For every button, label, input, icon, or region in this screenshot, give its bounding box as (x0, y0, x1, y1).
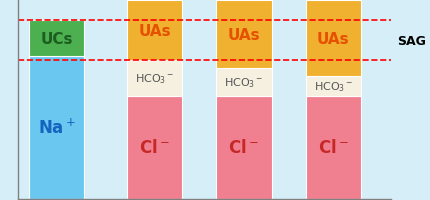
Text: UAs: UAs (138, 24, 170, 38)
FancyBboxPatch shape (126, 96, 182, 199)
Text: SAG: SAG (396, 34, 425, 47)
FancyBboxPatch shape (126, 61, 182, 96)
Text: Cl$^-$: Cl$^-$ (228, 138, 259, 156)
FancyBboxPatch shape (126, 1, 182, 61)
FancyBboxPatch shape (305, 1, 360, 76)
Text: Cl$^-$: Cl$^-$ (317, 138, 348, 156)
FancyBboxPatch shape (305, 76, 360, 96)
FancyBboxPatch shape (305, 96, 360, 199)
Text: HCO$_3$$^-$: HCO$_3$$^-$ (224, 75, 263, 89)
Text: Na$^+$: Na$^+$ (37, 118, 76, 137)
Text: HCO$_3$$^-$: HCO$_3$$^-$ (313, 79, 352, 93)
Text: UAs: UAs (316, 31, 349, 46)
Text: HCO$_3$$^-$: HCO$_3$$^-$ (135, 71, 174, 85)
Text: Cl$^-$: Cl$^-$ (139, 138, 169, 156)
FancyBboxPatch shape (29, 57, 84, 199)
FancyBboxPatch shape (216, 96, 271, 199)
FancyBboxPatch shape (216, 68, 271, 96)
Text: UAs: UAs (227, 27, 260, 42)
FancyBboxPatch shape (29, 21, 84, 57)
FancyBboxPatch shape (216, 1, 271, 68)
Text: UCs: UCs (40, 31, 73, 46)
